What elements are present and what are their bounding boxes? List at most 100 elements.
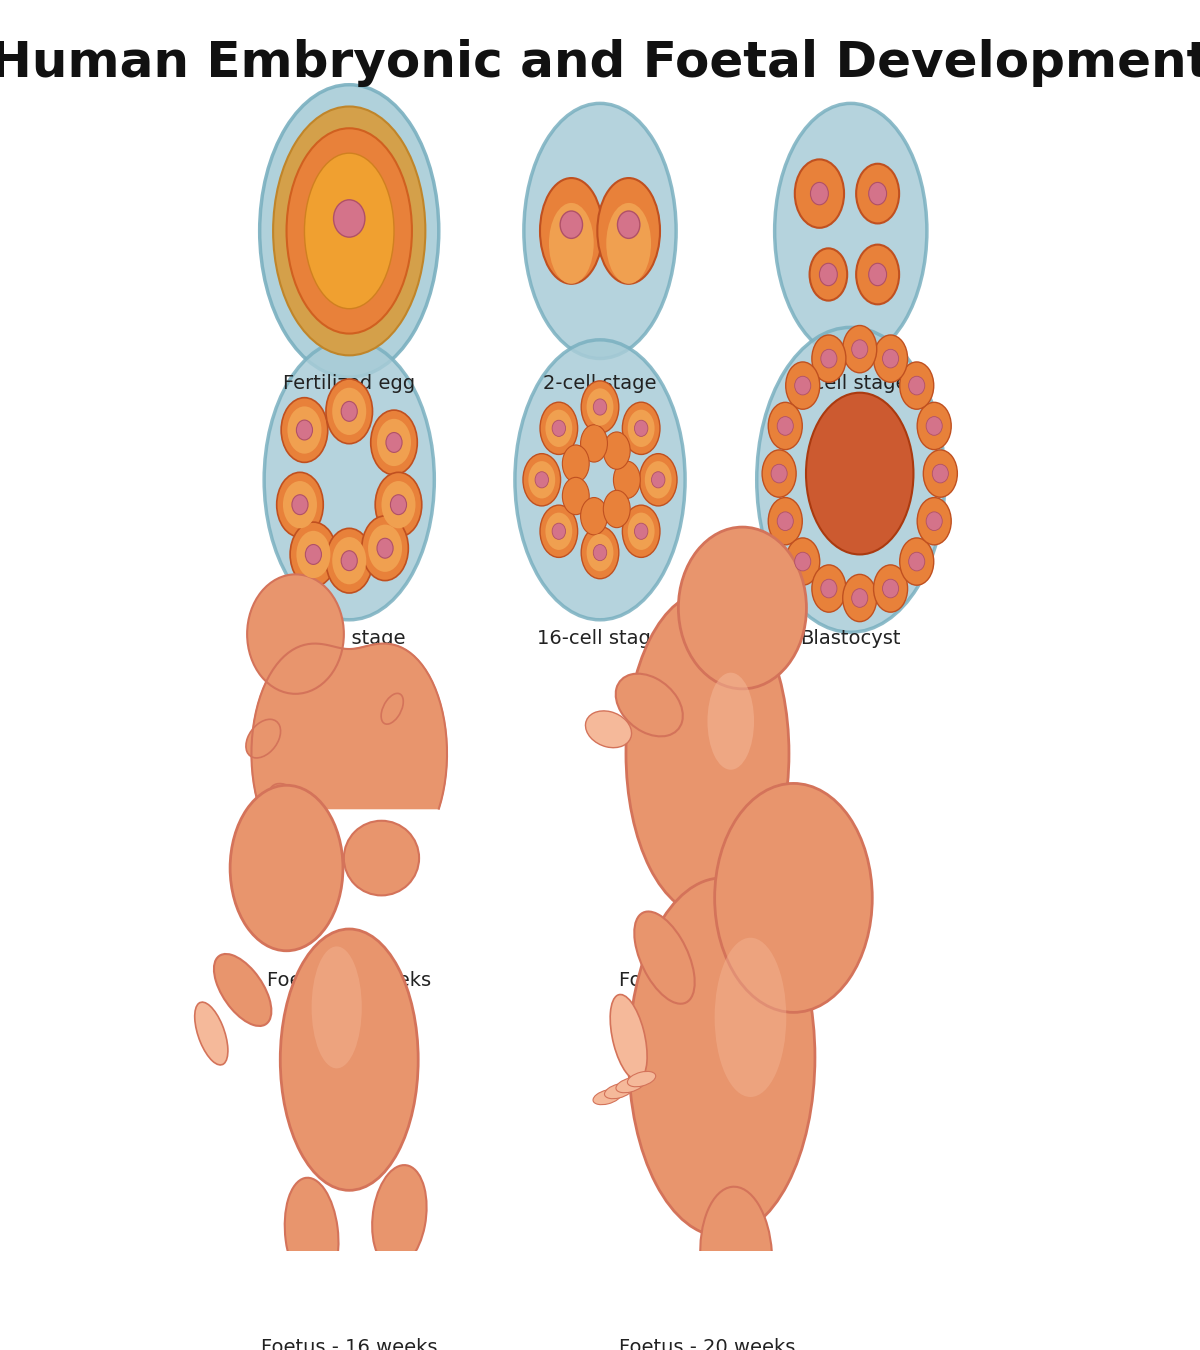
Ellipse shape: [768, 498, 803, 545]
Ellipse shape: [605, 1083, 632, 1099]
Ellipse shape: [628, 1072, 655, 1087]
Ellipse shape: [581, 425, 607, 462]
Text: Human Embryonic and Foetal Development: Human Embryonic and Foetal Development: [0, 39, 1200, 86]
Ellipse shape: [581, 498, 607, 535]
Ellipse shape: [552, 524, 565, 540]
Ellipse shape: [281, 398, 328, 463]
Ellipse shape: [750, 963, 808, 1033]
Ellipse shape: [700, 1187, 772, 1326]
Ellipse shape: [923, 450, 958, 497]
Ellipse shape: [812, 335, 846, 382]
Text: 2-cell stage: 2-cell stage: [544, 374, 656, 393]
Ellipse shape: [341, 401, 358, 421]
Ellipse shape: [283, 481, 317, 528]
Ellipse shape: [652, 471, 665, 487]
Text: Foetus - 4 weeks: Foetus - 4 weeks: [268, 971, 431, 991]
Ellipse shape: [628, 513, 654, 549]
Ellipse shape: [820, 263, 838, 286]
Text: Foetus - 20 weeks: Foetus - 20 weeks: [619, 1338, 796, 1350]
Ellipse shape: [563, 478, 589, 514]
Ellipse shape: [618, 211, 640, 239]
Ellipse shape: [856, 244, 899, 304]
Ellipse shape: [587, 389, 613, 425]
Ellipse shape: [344, 821, 419, 895]
Ellipse shape: [718, 865, 768, 917]
Ellipse shape: [382, 481, 415, 528]
Ellipse shape: [334, 200, 365, 238]
Ellipse shape: [806, 393, 913, 555]
Ellipse shape: [581, 381, 619, 433]
Text: 16-cell stage: 16-cell stage: [538, 629, 662, 648]
Ellipse shape: [274, 107, 425, 355]
Ellipse shape: [540, 505, 577, 558]
Ellipse shape: [900, 362, 934, 409]
Ellipse shape: [644, 462, 672, 498]
Ellipse shape: [882, 579, 899, 598]
Ellipse shape: [587, 535, 613, 571]
Ellipse shape: [874, 335, 907, 382]
Ellipse shape: [515, 340, 685, 620]
Ellipse shape: [214, 954, 271, 1026]
Ellipse shape: [548, 202, 594, 284]
Ellipse shape: [296, 420, 312, 440]
Ellipse shape: [786, 537, 820, 585]
Ellipse shape: [794, 377, 811, 396]
Ellipse shape: [586, 711, 631, 748]
Ellipse shape: [613, 462, 641, 498]
Ellipse shape: [326, 528, 372, 593]
Ellipse shape: [194, 1002, 228, 1065]
Ellipse shape: [376, 472, 421, 537]
Ellipse shape: [283, 1295, 328, 1350]
Ellipse shape: [708, 672, 754, 769]
Ellipse shape: [281, 929, 418, 1191]
Ellipse shape: [626, 591, 788, 915]
Ellipse shape: [332, 387, 366, 435]
Ellipse shape: [287, 128, 412, 333]
Ellipse shape: [290, 522, 337, 587]
Ellipse shape: [264, 340, 434, 620]
Ellipse shape: [361, 516, 408, 580]
Ellipse shape: [778, 512, 793, 531]
Text: Foetus - 16 weeks: Foetus - 16 weeks: [260, 1338, 438, 1350]
Ellipse shape: [900, 537, 934, 585]
Ellipse shape: [852, 340, 868, 359]
Ellipse shape: [768, 402, 803, 450]
Ellipse shape: [259, 85, 439, 377]
Ellipse shape: [372, 1165, 427, 1268]
Ellipse shape: [371, 410, 418, 475]
Ellipse shape: [604, 432, 630, 470]
Ellipse shape: [546, 409, 572, 447]
Ellipse shape: [917, 402, 952, 450]
Ellipse shape: [604, 490, 630, 528]
Ellipse shape: [593, 398, 607, 414]
Ellipse shape: [382, 694, 403, 724]
Ellipse shape: [810, 182, 828, 205]
Ellipse shape: [386, 432, 402, 452]
Ellipse shape: [368, 525, 402, 572]
Ellipse shape: [635, 911, 695, 1004]
Ellipse shape: [908, 377, 925, 396]
Ellipse shape: [528, 462, 556, 498]
Ellipse shape: [284, 1177, 338, 1291]
Ellipse shape: [610, 995, 647, 1080]
Ellipse shape: [874, 564, 907, 612]
Ellipse shape: [269, 783, 300, 813]
Ellipse shape: [581, 526, 619, 579]
Ellipse shape: [312, 946, 361, 1068]
Ellipse shape: [926, 512, 942, 531]
Ellipse shape: [842, 325, 877, 373]
Ellipse shape: [288, 406, 322, 454]
Ellipse shape: [629, 878, 815, 1237]
Ellipse shape: [623, 402, 660, 455]
Ellipse shape: [546, 513, 572, 549]
Ellipse shape: [810, 248, 847, 301]
Ellipse shape: [616, 674, 683, 736]
Ellipse shape: [869, 182, 887, 205]
Ellipse shape: [326, 379, 372, 444]
Ellipse shape: [762, 450, 796, 497]
Text: Blastocyst: Blastocyst: [800, 629, 901, 648]
Ellipse shape: [341, 551, 358, 571]
Ellipse shape: [794, 552, 811, 571]
Ellipse shape: [635, 524, 648, 540]
Ellipse shape: [247, 574, 344, 694]
